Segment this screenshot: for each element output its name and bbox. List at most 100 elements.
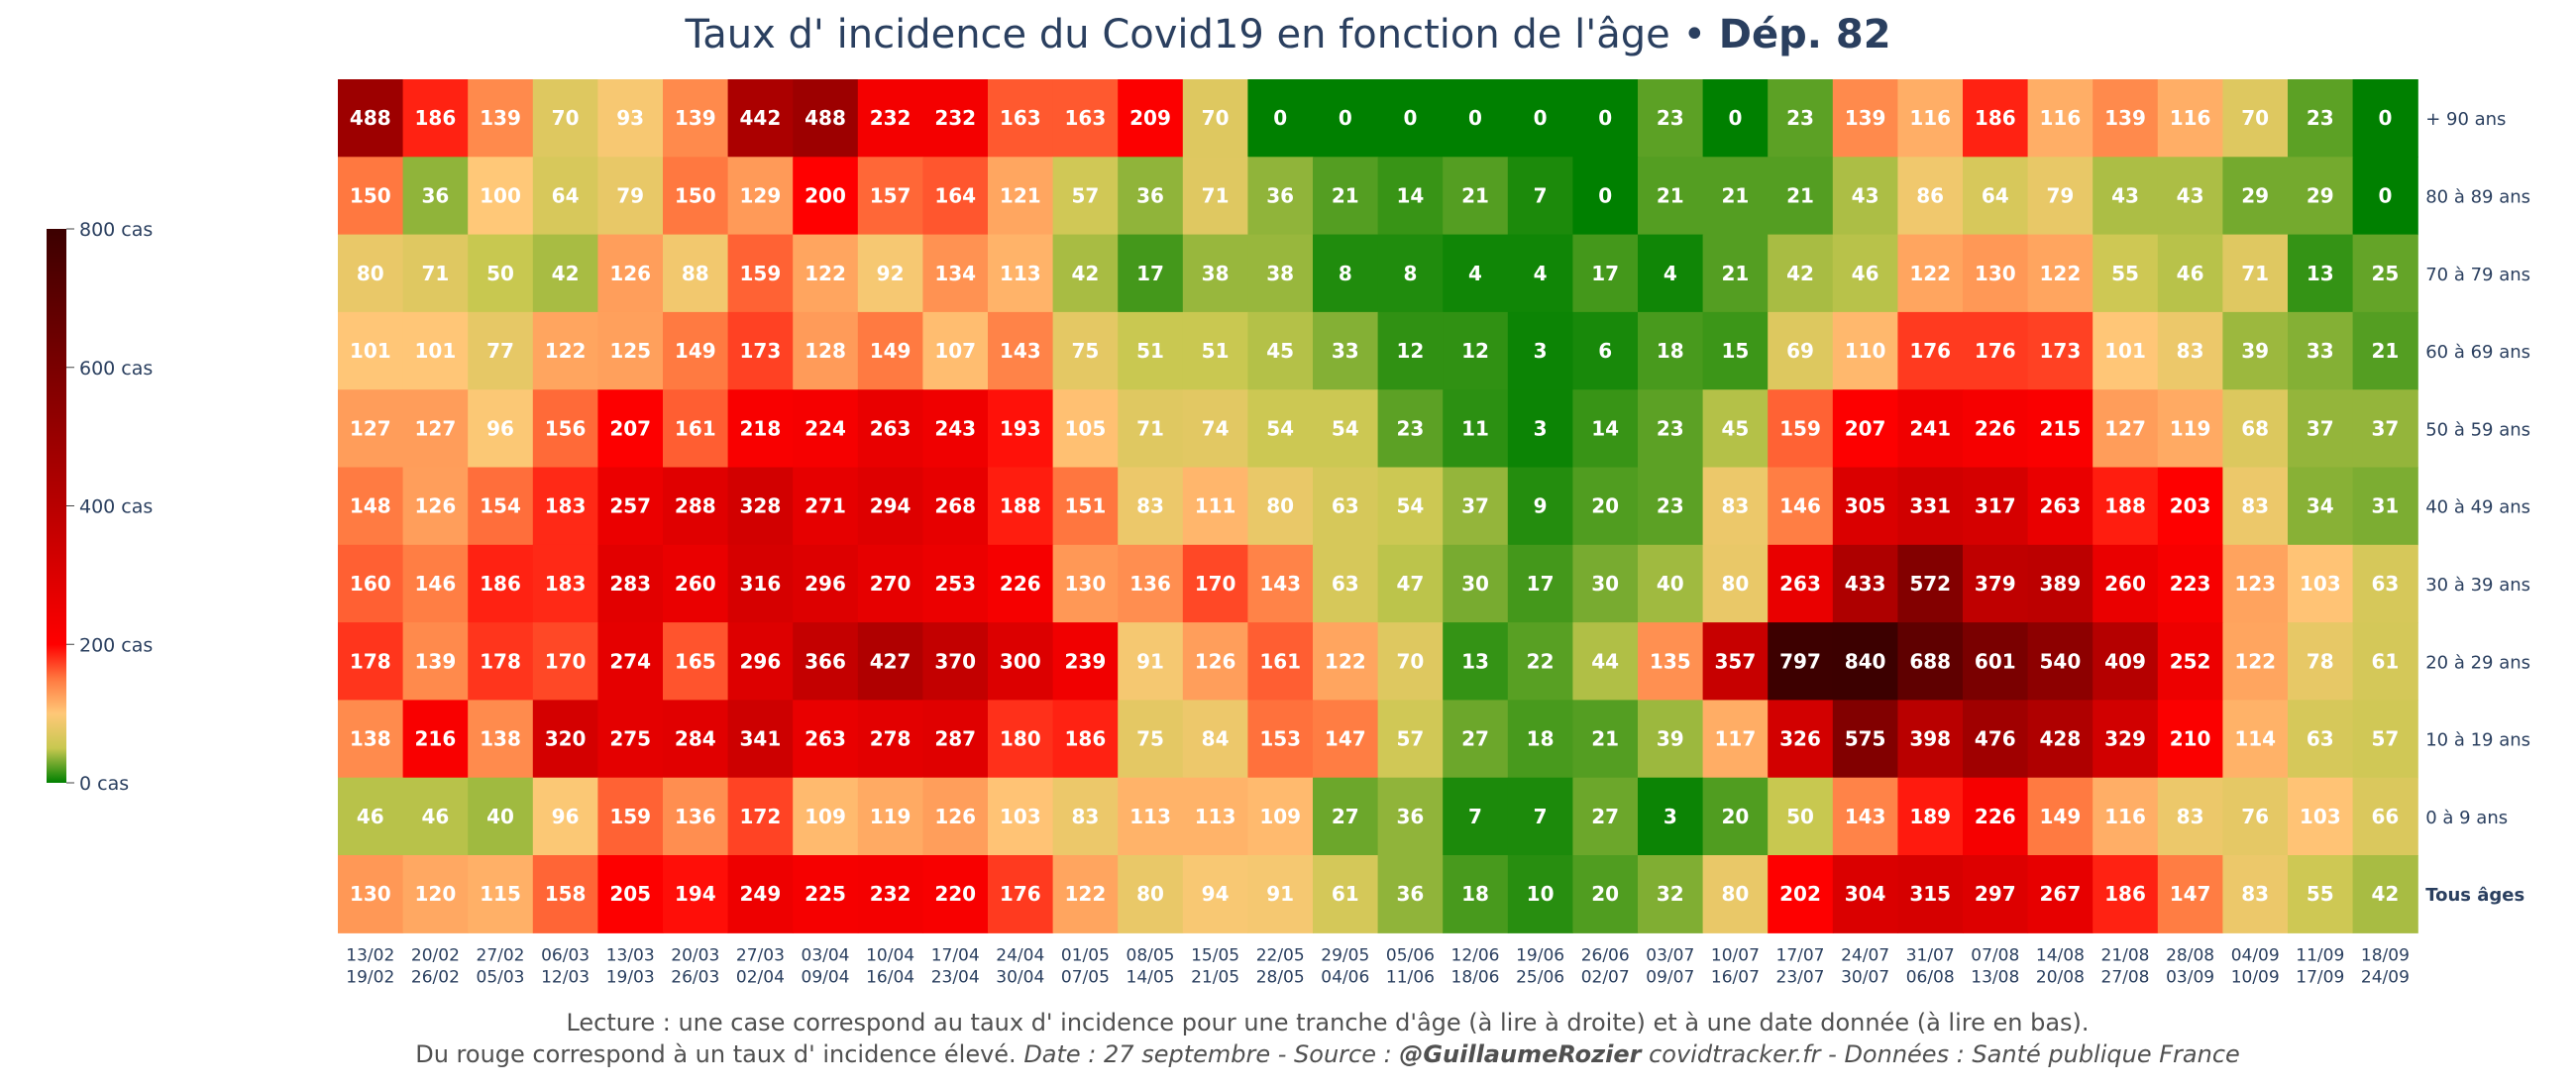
heatmap-cell-value: 134	[934, 262, 976, 285]
column-label-start: 20/02	[411, 945, 460, 965]
heatmap-cell-value: 116	[1909, 106, 1951, 130]
heatmap-cell	[1768, 79, 1834, 158]
heatmap-cell-value: 92	[877, 262, 905, 285]
heatmap-cell	[1443, 544, 1509, 623]
heatmap-cell	[1052, 622, 1119, 701]
heatmap-cell-value: 163	[1065, 106, 1107, 130]
heatmap-cell-value: 45	[1721, 416, 1749, 440]
heatmap-cell-value: 54	[1332, 416, 1359, 440]
heatmap-cell	[1247, 700, 1314, 779]
heatmap-cell	[1832, 467, 1898, 546]
heatmap-cell-value: 260	[2104, 572, 2146, 596]
row-label: 70 à 79 ans	[2425, 265, 2530, 285]
heatmap-cell-value: 13	[2307, 262, 2334, 285]
heatmap-cell	[1768, 467, 1834, 546]
heatmap-cell-value: 33	[1332, 339, 1359, 363]
column-label-end: 30/04	[996, 967, 1044, 987]
heatmap-cell-value: 294	[870, 494, 912, 518]
heatmap-cell-value: 14	[1591, 416, 1619, 440]
heatmap-cell	[1832, 157, 1898, 236]
heatmap-cell	[2352, 389, 2418, 469]
heatmap-cell	[1377, 389, 1444, 469]
heatmap-cell-value: 149	[870, 339, 912, 363]
heatmap-cell	[793, 700, 859, 779]
heatmap-cell-value: 83	[1071, 805, 1099, 828]
heatmap-cell-value: 80	[1136, 882, 1164, 906]
column-label-end: 12/03	[541, 967, 590, 987]
heatmap-cell-value: 232	[870, 106, 912, 130]
heatmap-cell-value: 21	[1461, 183, 1489, 207]
heatmap-cell-value: 115	[480, 882, 521, 906]
heatmap-cell	[1572, 544, 1639, 623]
column-label-end: 23/04	[931, 967, 980, 987]
column-label-end: 21/05	[1191, 967, 1239, 987]
heatmap-cell	[1768, 234, 1834, 313]
heatmap-cell-value: 79	[616, 183, 644, 207]
heatmap-cell-value: 0	[1468, 106, 1482, 130]
heatmap-cell-value: 126	[1195, 649, 1236, 673]
heatmap-cell-value: 284	[675, 727, 716, 751]
column-label-start: 06/03	[541, 945, 590, 965]
heatmap-cell-value: 127	[415, 416, 457, 440]
column-label-start: 26/06	[1581, 945, 1630, 965]
heatmap-cell-value: 178	[480, 649, 521, 673]
heatmap-cell	[2157, 622, 2223, 701]
heatmap-cell	[857, 389, 923, 469]
heatmap-cell	[1963, 234, 2029, 313]
heatmap-cell-value: 189	[1909, 805, 1951, 828]
heatmap-cell	[1052, 389, 1119, 469]
heatmap-cell-value: 27	[1332, 805, 1359, 828]
heatmap-cell-value: 70	[1202, 106, 1230, 130]
heatmap-cell	[1963, 544, 2029, 623]
column-label-end: 02/07	[1581, 967, 1630, 987]
heatmap-cell-value: 315	[1909, 882, 1951, 906]
heatmap-cell-value: 7	[1534, 183, 1548, 207]
heatmap-cell	[2157, 855, 2223, 933]
heatmap-cell	[1247, 157, 1314, 236]
heatmap-cell-value: 257	[609, 494, 651, 518]
heatmap-cell	[2093, 311, 2159, 390]
heatmap-cell-value: 36	[1136, 183, 1164, 207]
heatmap-cell-value: 139	[2104, 106, 2146, 130]
heatmap-cell	[1897, 389, 1964, 469]
heatmap-cell-value: 275	[609, 727, 651, 751]
heatmap-cell-value: 23	[2307, 106, 2334, 130]
heatmap-cell	[1702, 389, 1769, 469]
heatmap-cell-value: 157	[870, 183, 912, 207]
column-label-start: 15/05	[1191, 945, 1239, 965]
heatmap-cell	[532, 234, 598, 313]
heatmap-cell-value: 164	[934, 183, 976, 207]
heatmap-cell-value: 146	[415, 572, 457, 596]
heatmap-cell-value: 34	[2307, 494, 2334, 518]
heatmap-cell	[857, 157, 923, 236]
heatmap-cell	[1313, 234, 1379, 313]
heatmap-cell	[1443, 467, 1509, 546]
colorbar-bar	[47, 229, 66, 783]
heatmap-cell	[1963, 389, 2029, 469]
heatmap-cell	[2027, 544, 2093, 623]
heatmap-cell-value: 263	[870, 416, 912, 440]
heatmap-cell	[1507, 234, 1573, 313]
heatmap-cell	[1443, 622, 1509, 701]
heatmap-cell	[1963, 157, 2029, 236]
heatmap-cell-value: 38	[1202, 262, 1230, 285]
chart-title: Taux d' incidence du Covid19 en fonction…	[684, 12, 1890, 57]
heatmap-cell	[2157, 544, 2223, 623]
heatmap-cell-value: 27	[1591, 805, 1619, 828]
heatmap-cell-value: 12	[1461, 339, 1489, 363]
heatmap-cell-value: 232	[934, 106, 976, 130]
heatmap-cell-value: 4	[1534, 262, 1548, 285]
heatmap-cell-value: 170	[1195, 572, 1236, 596]
row-label: + 90 ans	[2425, 109, 2506, 130]
heatmap-cell	[1832, 700, 1898, 779]
heatmap-cell	[1118, 79, 1184, 158]
heatmap-cell	[1247, 467, 1314, 546]
heatmap-cell-value: 46	[421, 805, 449, 828]
heatmap-cell-value: 0	[1339, 106, 1352, 130]
heatmap-cell	[1052, 157, 1119, 236]
heatmap-cell	[1182, 311, 1248, 390]
heatmap-cell-value: 70	[2241, 106, 2269, 130]
heatmap-cell	[2352, 622, 2418, 701]
heatmap-cell-value: 488	[805, 106, 846, 130]
